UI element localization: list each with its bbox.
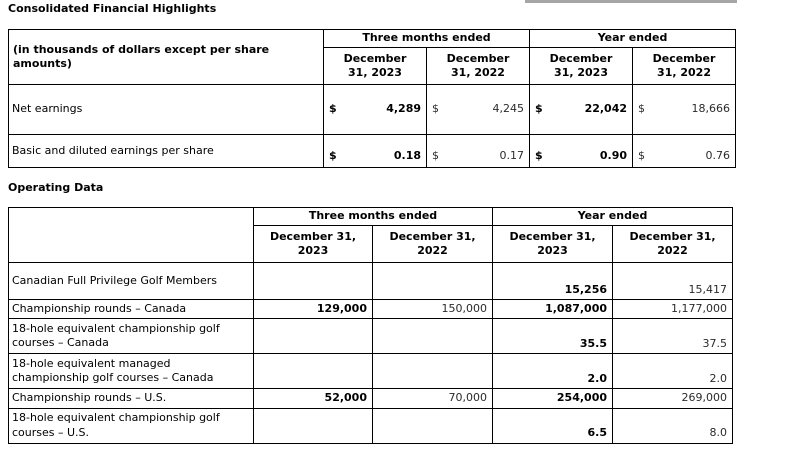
amount: 4,289	[386, 102, 421, 116]
value-cell: 37.5	[612, 318, 734, 355]
table-corner-empty	[8, 207, 254, 263]
financial-highlights-table: (in thousands of dollars except per shar…	[8, 29, 737, 168]
value-cell: 15,256	[492, 262, 614, 300]
column-header: December 31, 2023	[529, 47, 634, 85]
currency-symbol: $	[638, 102, 646, 116]
value-cell: $ 4,289	[323, 84, 427, 135]
table-row: Basic and diluted earnings per share $ 0…	[8, 134, 737, 168]
value-cell: 8.0	[612, 407, 734, 444]
table-row: 18-hole equivalent championship golf cou…	[8, 407, 734, 444]
section-title-operating-data: Operating Data	[8, 181, 104, 194]
row-label: 18-hole equivalent championship golf cou…	[8, 407, 254, 444]
currency-symbol: $	[432, 148, 439, 162]
column-header: December 31, 2023	[323, 47, 427, 85]
amount: 0.90	[599, 148, 628, 162]
value-cell: $ 18,666	[632, 84, 737, 135]
row-label: Championship rounds – Canada	[8, 298, 254, 320]
group-header-three-months: Three months ended	[252, 207, 494, 226]
value-cell	[371, 407, 494, 444]
column-header: December 31, 2023	[253, 225, 373, 263]
value-cell: 70,000	[371, 388, 494, 409]
amount: 18,666	[691, 102, 731, 116]
row-label: Net earnings	[8, 84, 324, 135]
row-label: Canadian Full Privilege Golf Members	[8, 262, 254, 300]
amount: 22,042	[584, 102, 628, 116]
value-cell: 2.0	[612, 353, 734, 390]
row-label: Championship rounds – U.S.	[8, 388, 254, 409]
currency-symbol: $	[638, 148, 646, 162]
table-row: Net earnings $ 4,289 $ 4,245 $ 22,042	[8, 84, 737, 135]
column-header: December 31, 2023	[492, 225, 614, 263]
group-header-three-months: Three months ended	[322, 29, 531, 48]
group-header-year-ended: Year ended	[492, 207, 734, 226]
column-header: December 31, 2022	[632, 47, 737, 85]
section-title-financial-highlights: Consolidated Financial Highlights	[8, 2, 217, 15]
table-row: Championship rounds – Canada 129,000 150…	[8, 298, 734, 320]
value-cell: 1,177,000	[612, 298, 734, 320]
value-cell: 129,000	[253, 298, 373, 320]
group-header-year-ended: Year ended	[529, 29, 737, 48]
value-cell: 254,000	[492, 388, 614, 409]
currency-symbol: $	[535, 102, 543, 116]
value-cell: 35.5	[492, 318, 614, 355]
operating-data-table: Three months ended Year ended December 3…	[8, 207, 734, 444]
value-cell: 150,000	[371, 298, 494, 320]
currency-symbol: $	[329, 102, 337, 116]
amount: 0.76	[705, 148, 731, 162]
value-cell: $ 0.76	[632, 134, 737, 168]
value-cell: $ 0.90	[529, 134, 634, 168]
value-cell: $ 0.17	[425, 134, 531, 168]
column-header: December 31, 2022	[425, 47, 531, 85]
value-cell	[253, 262, 373, 300]
currency-symbol: $	[432, 102, 439, 116]
value-cell	[253, 353, 373, 390]
value-cell: $ 4,245	[425, 84, 531, 135]
value-cell: $ 22,042	[529, 84, 634, 135]
value-cell: 1,087,000	[492, 298, 614, 320]
top-gray-divider	[525, 0, 737, 3]
value-cell: 6.5	[492, 407, 614, 444]
value-cell: 52,000	[253, 388, 373, 409]
currency-symbol: $	[329, 148, 337, 162]
row-label: 18-hole equivalent championship golf cou…	[8, 318, 254, 355]
table-row: 18-hole equivalent managed championship …	[8, 353, 734, 390]
table-row: Championship rounds – U.S. 52,000 70,000…	[8, 388, 734, 409]
value-cell	[371, 318, 494, 355]
table-row: Canadian Full Privilege Golf Members 15,…	[8, 262, 734, 300]
column-header: December 31, 2022	[612, 225, 734, 263]
value-cell	[253, 407, 373, 444]
column-header: December 31, 2022	[371, 225, 494, 263]
currency-symbol: $	[535, 148, 543, 162]
amount: 0.18	[393, 148, 421, 162]
table-row: 18-hole equivalent championship golf cou…	[8, 318, 734, 355]
table-corner-label: (in thousands of dollars except per shar…	[8, 29, 324, 85]
value-cell: 2.0	[492, 353, 614, 390]
value-cell	[253, 318, 373, 355]
value-cell: 15,417	[612, 262, 734, 300]
amount: 4,245	[492, 102, 525, 116]
row-label: 18-hole equivalent managed championship …	[8, 353, 254, 390]
value-cell	[371, 353, 494, 390]
row-label: Basic and diluted earnings per share	[8, 134, 324, 168]
value-cell: 269,000	[612, 388, 734, 409]
document-body: Consolidated Financial Highlights (in th…	[8, 2, 737, 444]
value-cell: $ 0.18	[323, 134, 427, 168]
value-cell	[371, 262, 494, 300]
amount: 0.17	[499, 148, 525, 162]
